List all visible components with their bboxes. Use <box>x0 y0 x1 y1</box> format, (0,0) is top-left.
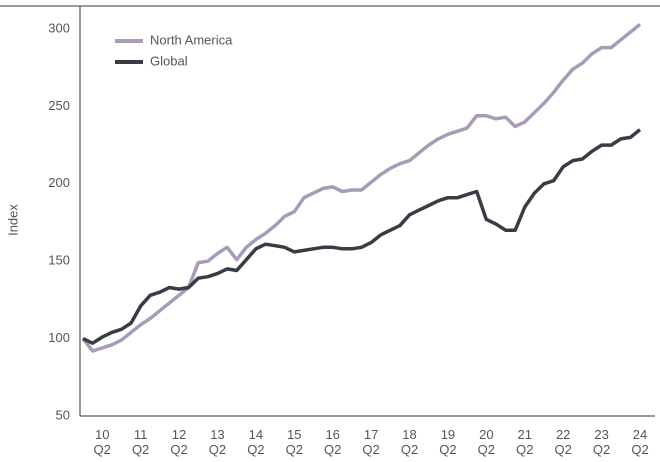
x-tick-label: 12 Q2 <box>170 427 187 457</box>
x-tick-label: 20 Q2 <box>478 427 495 457</box>
x-tick-label: 17 Q2 <box>362 427 379 457</box>
y-tick-label: 50 <box>56 407 70 422</box>
x-tick-label: 16 Q2 <box>324 427 341 457</box>
x-tick-label: 11 Q2 <box>132 427 149 457</box>
legend-label: Global <box>150 53 188 68</box>
y-tick-label: 250 <box>48 98 70 113</box>
y-tick-label: 300 <box>48 20 70 35</box>
series-line <box>81 23 642 353</box>
series-line <box>82 128 642 345</box>
x-tick-label: 19 Q2 <box>439 427 456 457</box>
x-tick-label: 18 Q2 <box>401 427 418 457</box>
y-tick-label: 100 <box>48 330 70 345</box>
x-tick-label: 15 Q2 <box>286 427 303 457</box>
x-tick-label: 21 Q2 <box>516 427 533 457</box>
x-tick-label: 13 Q2 <box>209 427 226 457</box>
x-tick-label: 22 Q2 <box>555 427 572 457</box>
x-tick-label: 23 Q2 <box>593 427 610 457</box>
y-tick-label: 150 <box>48 253 70 268</box>
x-tick-label: 24 Q2 <box>631 427 648 457</box>
x-tick-label: 10 Q2 <box>94 427 111 457</box>
y-tick-label: 200 <box>48 175 70 190</box>
legend-label: North America <box>150 32 233 47</box>
y-axis-label: Index <box>5 204 20 236</box>
x-tick-label: 14 Q2 <box>247 427 264 457</box>
